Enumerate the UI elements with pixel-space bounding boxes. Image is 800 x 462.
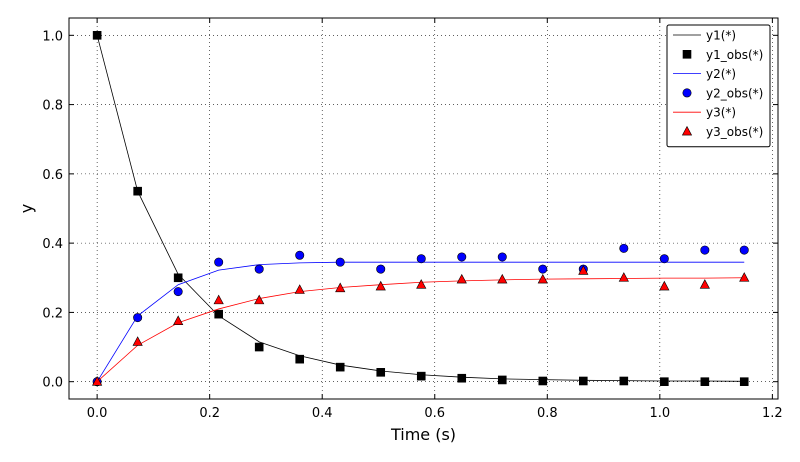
x-tick-label: 0.0 xyxy=(87,406,108,421)
data-point xyxy=(92,31,102,40)
data-point xyxy=(659,254,669,264)
data-point xyxy=(739,272,750,282)
series-y1-obs xyxy=(92,31,749,386)
x-tick-label: 0.6 xyxy=(424,406,445,421)
legend-item: y1(*) xyxy=(673,29,736,43)
y-tick-label: 0.8 xyxy=(42,99,63,114)
data-point xyxy=(254,342,264,352)
x-tick-label: 0.8 xyxy=(537,406,558,421)
data-point xyxy=(700,377,710,386)
axes-ticks: 0.0 0.2 0.4 0.6 0.8 1.0 1.2 0.0 0.2 0.4 0.6 0.8 1.0 xyxy=(42,18,783,421)
data-point xyxy=(133,313,143,323)
legend-item: y3(*) xyxy=(673,106,736,120)
data-point xyxy=(619,243,629,253)
legend-label: y1(*) xyxy=(706,29,736,43)
legend-label: y3(*) xyxy=(706,106,736,120)
data-point xyxy=(699,279,710,289)
legend-swatch xyxy=(682,49,692,59)
data-point xyxy=(295,354,305,364)
data-point xyxy=(92,376,103,386)
data-point xyxy=(254,294,265,305)
series-y3-obs xyxy=(92,265,750,386)
data-point xyxy=(335,362,345,372)
data-point xyxy=(457,252,467,262)
legend-label: y3_obs(*) xyxy=(706,125,763,139)
x-tick-label: 1.0 xyxy=(649,406,670,421)
legend-swatch xyxy=(682,88,692,98)
data-point xyxy=(497,252,507,262)
plot-area xyxy=(92,31,750,387)
y-tick-label: 0.6 xyxy=(42,168,63,183)
data-point xyxy=(457,373,467,383)
x-axis-label: Time (s) xyxy=(390,425,456,444)
data-point xyxy=(739,377,749,386)
data-point xyxy=(335,257,345,267)
data-point xyxy=(579,376,588,386)
legend-item: y1_obs(*) xyxy=(682,48,763,62)
data-point xyxy=(214,309,223,319)
legend-box xyxy=(666,24,771,148)
legend-item: y3_obs(*) xyxy=(681,125,763,139)
data-point xyxy=(173,273,183,283)
x-tick-label: 0.2 xyxy=(199,406,220,421)
y-tick-label: 1.0 xyxy=(42,29,63,44)
data-point xyxy=(173,287,183,297)
legend-swatch xyxy=(681,125,693,136)
data-point xyxy=(537,273,548,284)
legend-label: y2(*) xyxy=(706,67,736,81)
data-point xyxy=(538,376,548,386)
data-point xyxy=(375,280,386,291)
data-point xyxy=(660,377,669,386)
y-tick-label: 0.2 xyxy=(42,306,63,321)
data-point xyxy=(578,265,589,275)
y-tick-label: 0.0 xyxy=(42,376,63,391)
y-axis-label: y xyxy=(17,204,36,213)
data-point xyxy=(335,282,346,293)
legend-label: y2_obs(*) xyxy=(706,86,763,100)
data-point xyxy=(416,254,426,264)
series-y2-obs xyxy=(92,243,749,387)
data-point xyxy=(497,273,508,284)
data-point xyxy=(659,280,670,291)
data-point xyxy=(294,284,305,294)
data-point xyxy=(214,257,224,267)
data-point xyxy=(538,264,548,274)
legend-item: y2_obs(*) xyxy=(682,86,763,100)
data-point xyxy=(700,245,710,255)
data-point xyxy=(254,264,264,274)
data-point xyxy=(376,264,386,274)
x-tick-label: 0.4 xyxy=(312,406,333,421)
legend-label: y1_obs(*) xyxy=(706,48,763,62)
data-point xyxy=(295,250,305,260)
data-point xyxy=(416,371,426,381)
x-tick-label: 1.2 xyxy=(762,406,783,421)
data-point xyxy=(133,186,142,196)
data-point xyxy=(173,315,184,325)
data-point xyxy=(739,245,749,255)
data-point xyxy=(376,368,386,377)
data-point xyxy=(416,279,427,289)
data-point xyxy=(619,376,629,386)
data-point xyxy=(213,294,224,305)
data-point xyxy=(497,375,507,385)
data-point xyxy=(618,272,629,282)
plot-frame xyxy=(68,17,779,400)
legend-item: y2(*) xyxy=(673,67,736,81)
data-point xyxy=(456,273,467,284)
data-point xyxy=(132,336,143,346)
legend: y1(*) y1_obs(*) y2(*) y2_obs(*) y3(*) y3_obs(… xyxy=(666,24,771,148)
y-tick-label: 0.4 xyxy=(42,237,63,252)
